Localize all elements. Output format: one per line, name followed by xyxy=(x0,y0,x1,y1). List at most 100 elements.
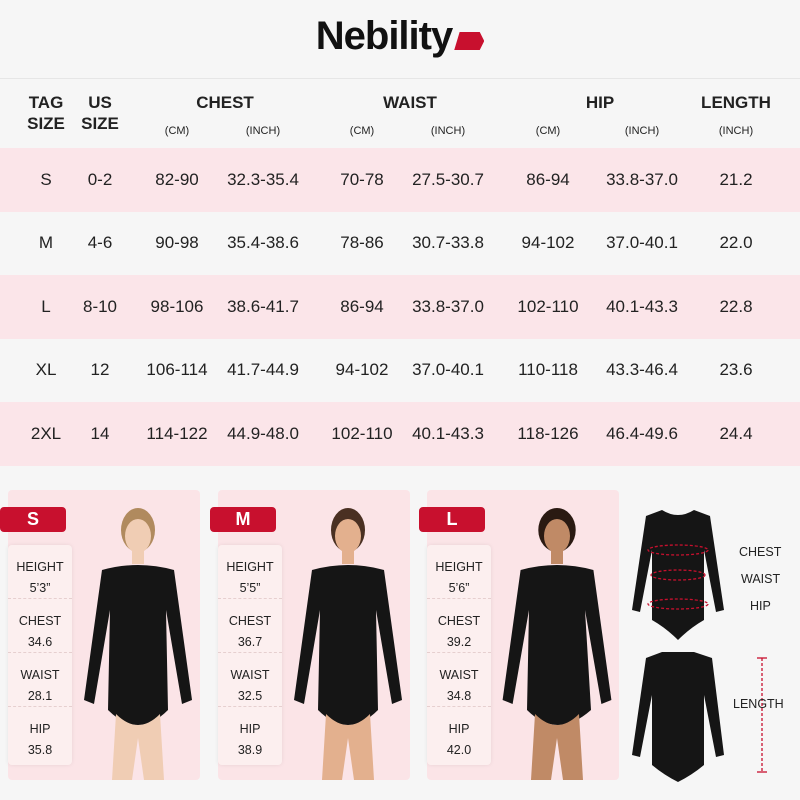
cell-waist-cm: 94-102 xyxy=(335,360,389,380)
cell-chest-cm: 114-122 xyxy=(146,423,208,443)
header-chest: CHEST xyxy=(196,93,254,112)
cell-hip-cm: 86-94 xyxy=(526,169,570,189)
measure-value: 5’3” xyxy=(29,581,51,595)
measure-value: 34.8 xyxy=(446,689,472,703)
measure-label: HEIGHT xyxy=(435,560,483,574)
unit-cm: (CM) xyxy=(535,125,561,137)
cell-chest-inch: 44.9-48.0 xyxy=(227,423,299,443)
model-measure: HIP 42.0 xyxy=(427,707,491,761)
measure-label: WAIST xyxy=(20,668,60,682)
cell-length-inch: 24.4 xyxy=(719,423,753,443)
model-measure: CHEST 34.6 xyxy=(8,599,72,653)
cell-tag-size: L xyxy=(41,296,51,316)
header-waist: WAIST xyxy=(383,93,437,112)
cell-chest-cm: 106-114 xyxy=(146,360,208,380)
logo-flag-icon xyxy=(454,32,485,50)
header-tag: TAG xyxy=(28,93,64,112)
cell-waist-cm: 86-94 xyxy=(340,296,384,316)
cell-hip-cm: 102-110 xyxy=(517,296,579,316)
model-card-s: S HEIGHT 5’3” CHEST 34.6 WAIST 28.1 HIP 35.8 xyxy=(0,490,200,780)
cell-hip-cm: 94-102 xyxy=(521,233,575,253)
measure-value: 34.6 xyxy=(27,635,53,649)
model-measure: HIP 35.8 xyxy=(8,707,72,761)
table-row: L 8-10 98-106 38.6-41.7 86-94 33.8-37.0 102-11… xyxy=(0,275,800,339)
measure-value: 5’5” xyxy=(239,581,261,595)
cell-chest-inch: 41.7-44.9 xyxy=(227,360,299,380)
measure-value: 32.5 xyxy=(237,689,263,703)
measure-value: 28.1 xyxy=(27,689,53,703)
header-us: US xyxy=(88,93,112,112)
measure-label: WAIST xyxy=(439,668,479,682)
model-measure: WAIST 28.1 xyxy=(8,653,72,707)
cell-hip-inch: 46.4-49.6 xyxy=(606,423,678,443)
measure-value: 35.8 xyxy=(27,743,53,757)
cell-tag-size: 2XL xyxy=(30,423,62,443)
cell-length-inch: 22.8 xyxy=(719,296,753,316)
measure-label: CHEST xyxy=(437,614,481,628)
diagram-hip-label: HIP xyxy=(750,599,771,613)
model-measure: CHEST 36.7 xyxy=(218,599,282,653)
diagram-chest-label: CHEST xyxy=(739,545,782,559)
cell-length-inch: 23.6 xyxy=(719,360,753,380)
unit-inch: (INCH) xyxy=(718,125,754,137)
measure-value: 38.9 xyxy=(237,743,263,757)
header-us-size: SIZE xyxy=(81,114,119,133)
model-photo-icon xyxy=(294,508,402,780)
cell-tag-size: S xyxy=(40,169,52,189)
cell-waist-inch: 40.1-43.3 xyxy=(412,423,484,443)
unit-cm: (CM) xyxy=(164,125,190,137)
bodysuit-diagram-icon xyxy=(632,510,767,782)
measure-label: HIP xyxy=(448,722,470,736)
size-tag: M xyxy=(210,507,276,532)
model-measure: WAIST 32.5 xyxy=(218,653,282,707)
model-measurements: HEIGHT 5’3” CHEST 34.6 WAIST 28.1 HIP 35.8 xyxy=(8,545,72,765)
model-photo-icon xyxy=(502,508,612,780)
size-table: TAG SIZE US SIZE CHEST WAIST HIP LENGTH … xyxy=(0,78,800,466)
table-row: M 4-6 90-98 35.4-38.6 78-86 30.7-33.8 94-102 37… xyxy=(0,212,800,276)
measure-value: 42.0 xyxy=(446,743,472,757)
table-row: 2XL 14 114-122 44.9-48.0 102-110 40.1-43.3 118… xyxy=(0,402,800,466)
measure-label: HIP xyxy=(29,722,51,736)
table-row: XL 12 106-114 41.7-44.9 94-102 37.0-40.1 110-1… xyxy=(0,339,800,403)
cell-hip-inch: 37.0-40.1 xyxy=(606,233,678,253)
cell-waist-cm: 78-86 xyxy=(340,233,384,253)
model-measure: HEIGHT 5’5” xyxy=(218,545,282,599)
cell-us-size: 4-6 xyxy=(87,233,113,253)
model-measure: CHEST 39.2 xyxy=(427,599,491,653)
cell-length-inch: 21.2 xyxy=(719,169,753,189)
model-measure: HEIGHT 5’6” xyxy=(427,545,491,599)
measurement-diagram: CHEST WAIST HIP LENGTH xyxy=(620,490,800,790)
cell-hip-inch: 40.1-43.3 xyxy=(606,296,678,316)
model-measurements: HEIGHT 5’5” CHEST 36.7 WAIST 32.5 HIP 38.9 xyxy=(218,545,282,765)
measure-value: 36.7 xyxy=(237,635,263,649)
cell-chest-cm: 98-106 xyxy=(150,296,204,316)
model-measurements: HEIGHT 5’6” CHEST 39.2 WAIST 34.8 HIP 42.0 xyxy=(427,545,491,765)
unit-inch: (INCH) xyxy=(430,125,466,137)
cell-waist-inch: 27.5-30.7 xyxy=(412,169,484,189)
cell-hip-cm: 118-126 xyxy=(517,423,579,443)
cell-chest-cm: 90-98 xyxy=(155,233,199,253)
model-measure: HEIGHT 5’3” xyxy=(8,545,72,599)
header-tag-size: SIZE xyxy=(27,114,65,133)
measure-value: 5’6” xyxy=(448,581,470,595)
model-card-m: M HEIGHT 5’5” CHEST 36.7 WAIST 32.5 HIP 38.9 xyxy=(210,490,410,780)
cell-tag-size: XL xyxy=(35,360,57,380)
cell-waist-inch: 33.8-37.0 xyxy=(412,296,484,316)
cell-waist-inch: 30.7-33.8 xyxy=(412,233,484,253)
size-tag: S xyxy=(0,507,66,532)
measure-label: CHEST xyxy=(18,614,62,628)
cell-waist-cm: 102-110 xyxy=(331,423,393,443)
brand-logo: Nebility xyxy=(0,14,800,59)
unit-inch: (INCH) xyxy=(245,125,281,137)
size-tag: L xyxy=(419,507,485,532)
table-row: S 0-2 82-90 32.3-35.4 70-78 27.5-30.7 86-94 33.… xyxy=(0,148,800,212)
cell-waist-inch: 37.0-40.1 xyxy=(412,360,484,380)
unit-cm: (CM) xyxy=(349,125,375,137)
cell-us-size: 0-2 xyxy=(87,169,113,189)
cell-chest-cm: 82-90 xyxy=(155,169,199,189)
measure-label: HIP xyxy=(239,722,261,736)
model-measure: HIP 38.9 xyxy=(218,707,282,761)
cell-length-inch: 22.0 xyxy=(719,233,753,253)
cell-chest-inch: 38.6-41.7 xyxy=(227,296,299,316)
measure-label: HEIGHT xyxy=(16,560,64,574)
